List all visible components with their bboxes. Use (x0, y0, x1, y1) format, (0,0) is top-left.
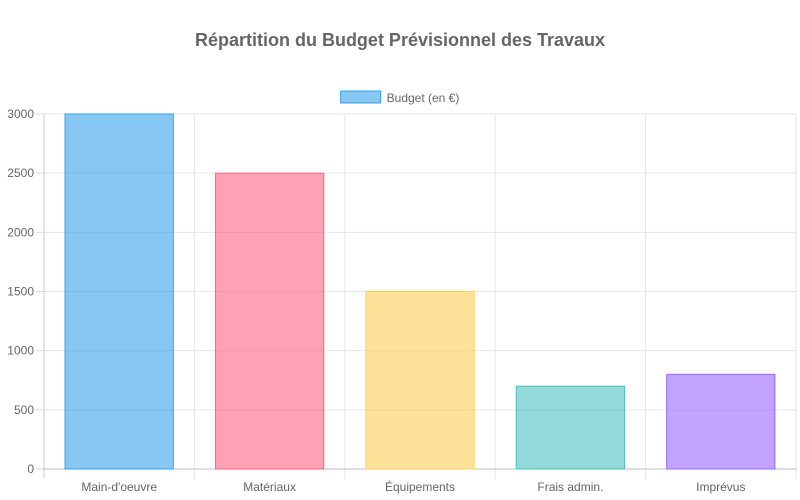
bar[interactable] (666, 373, 776, 470)
bar[interactable] (515, 385, 626, 470)
legend-swatch (340, 90, 382, 104)
bars (64, 113, 776, 470)
bar[interactable] (365, 291, 475, 470)
chart-title: Répartition du Budget Prévisionnel des T… (194, 30, 606, 50)
y-tick-labels: 0 500 1000 1500 2000 2500 3000 (7, 107, 34, 476)
y-tick-label: 0 (27, 462, 34, 476)
x-tick-label: Imprévus (696, 480, 745, 494)
y-tick-label: 1500 (7, 285, 34, 299)
y-tick-label: 2500 (7, 166, 34, 180)
bar[interactable] (64, 113, 174, 470)
y-tick-label: 3000 (7, 107, 34, 121)
x-tick-label: Main-d'oeuvre (81, 480, 157, 494)
y-tick-label: 2000 (7, 225, 34, 239)
legend[interactable]: Budget (en €) (340, 90, 460, 105)
bar[interactable] (214, 172, 325, 470)
x-tick-labels: Main-d'oeuvre Matériaux Équipements Frais a… (81, 479, 745, 494)
x-tick-label: Équipements (385, 479, 455, 494)
legend-label: Budget (en €) (387, 91, 460, 105)
y-tick-label: 1000 (7, 344, 34, 358)
y-tick-label: 500 (14, 403, 34, 417)
x-tick-label: Frais admin. (537, 480, 603, 494)
x-tick-label: Matériaux (243, 480, 296, 494)
